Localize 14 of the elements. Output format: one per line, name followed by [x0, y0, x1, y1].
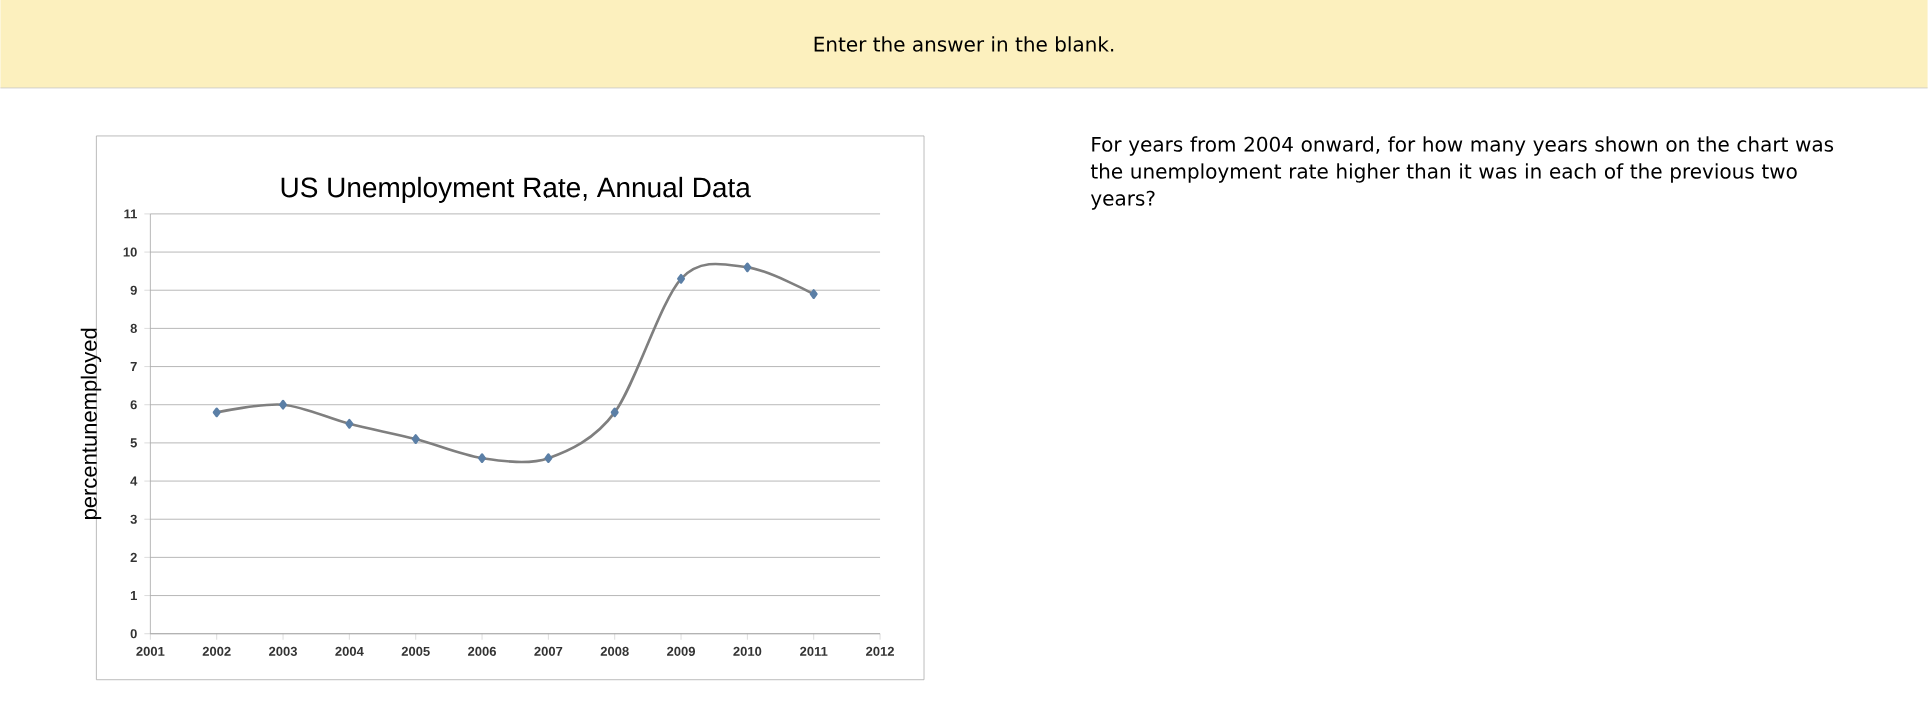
- point: [743, 262, 752, 273]
- point: [809, 289, 818, 300]
- chart-title: US Unemployment Rate, Annual Data: [281, 176, 751, 204]
- text: For years from 2004 onward, for how many years shown on the chart was the unemployment rate higher than it was in each of the previous two years?: [1090, 136, 1834, 210]
- y-axis-title: percentunemployed: [80, 328, 102, 520]
- point: [544, 453, 553, 464]
- point: [478, 453, 487, 464]
- point: [279, 400, 288, 410]
- point: [610, 407, 619, 418]
- point: [411, 434, 420, 445]
- point: [212, 407, 221, 418]
- point: [677, 274, 686, 284]
- point: [345, 419, 354, 429]
- text: Enter the answer in the blank.: [814, 36, 1114, 52]
